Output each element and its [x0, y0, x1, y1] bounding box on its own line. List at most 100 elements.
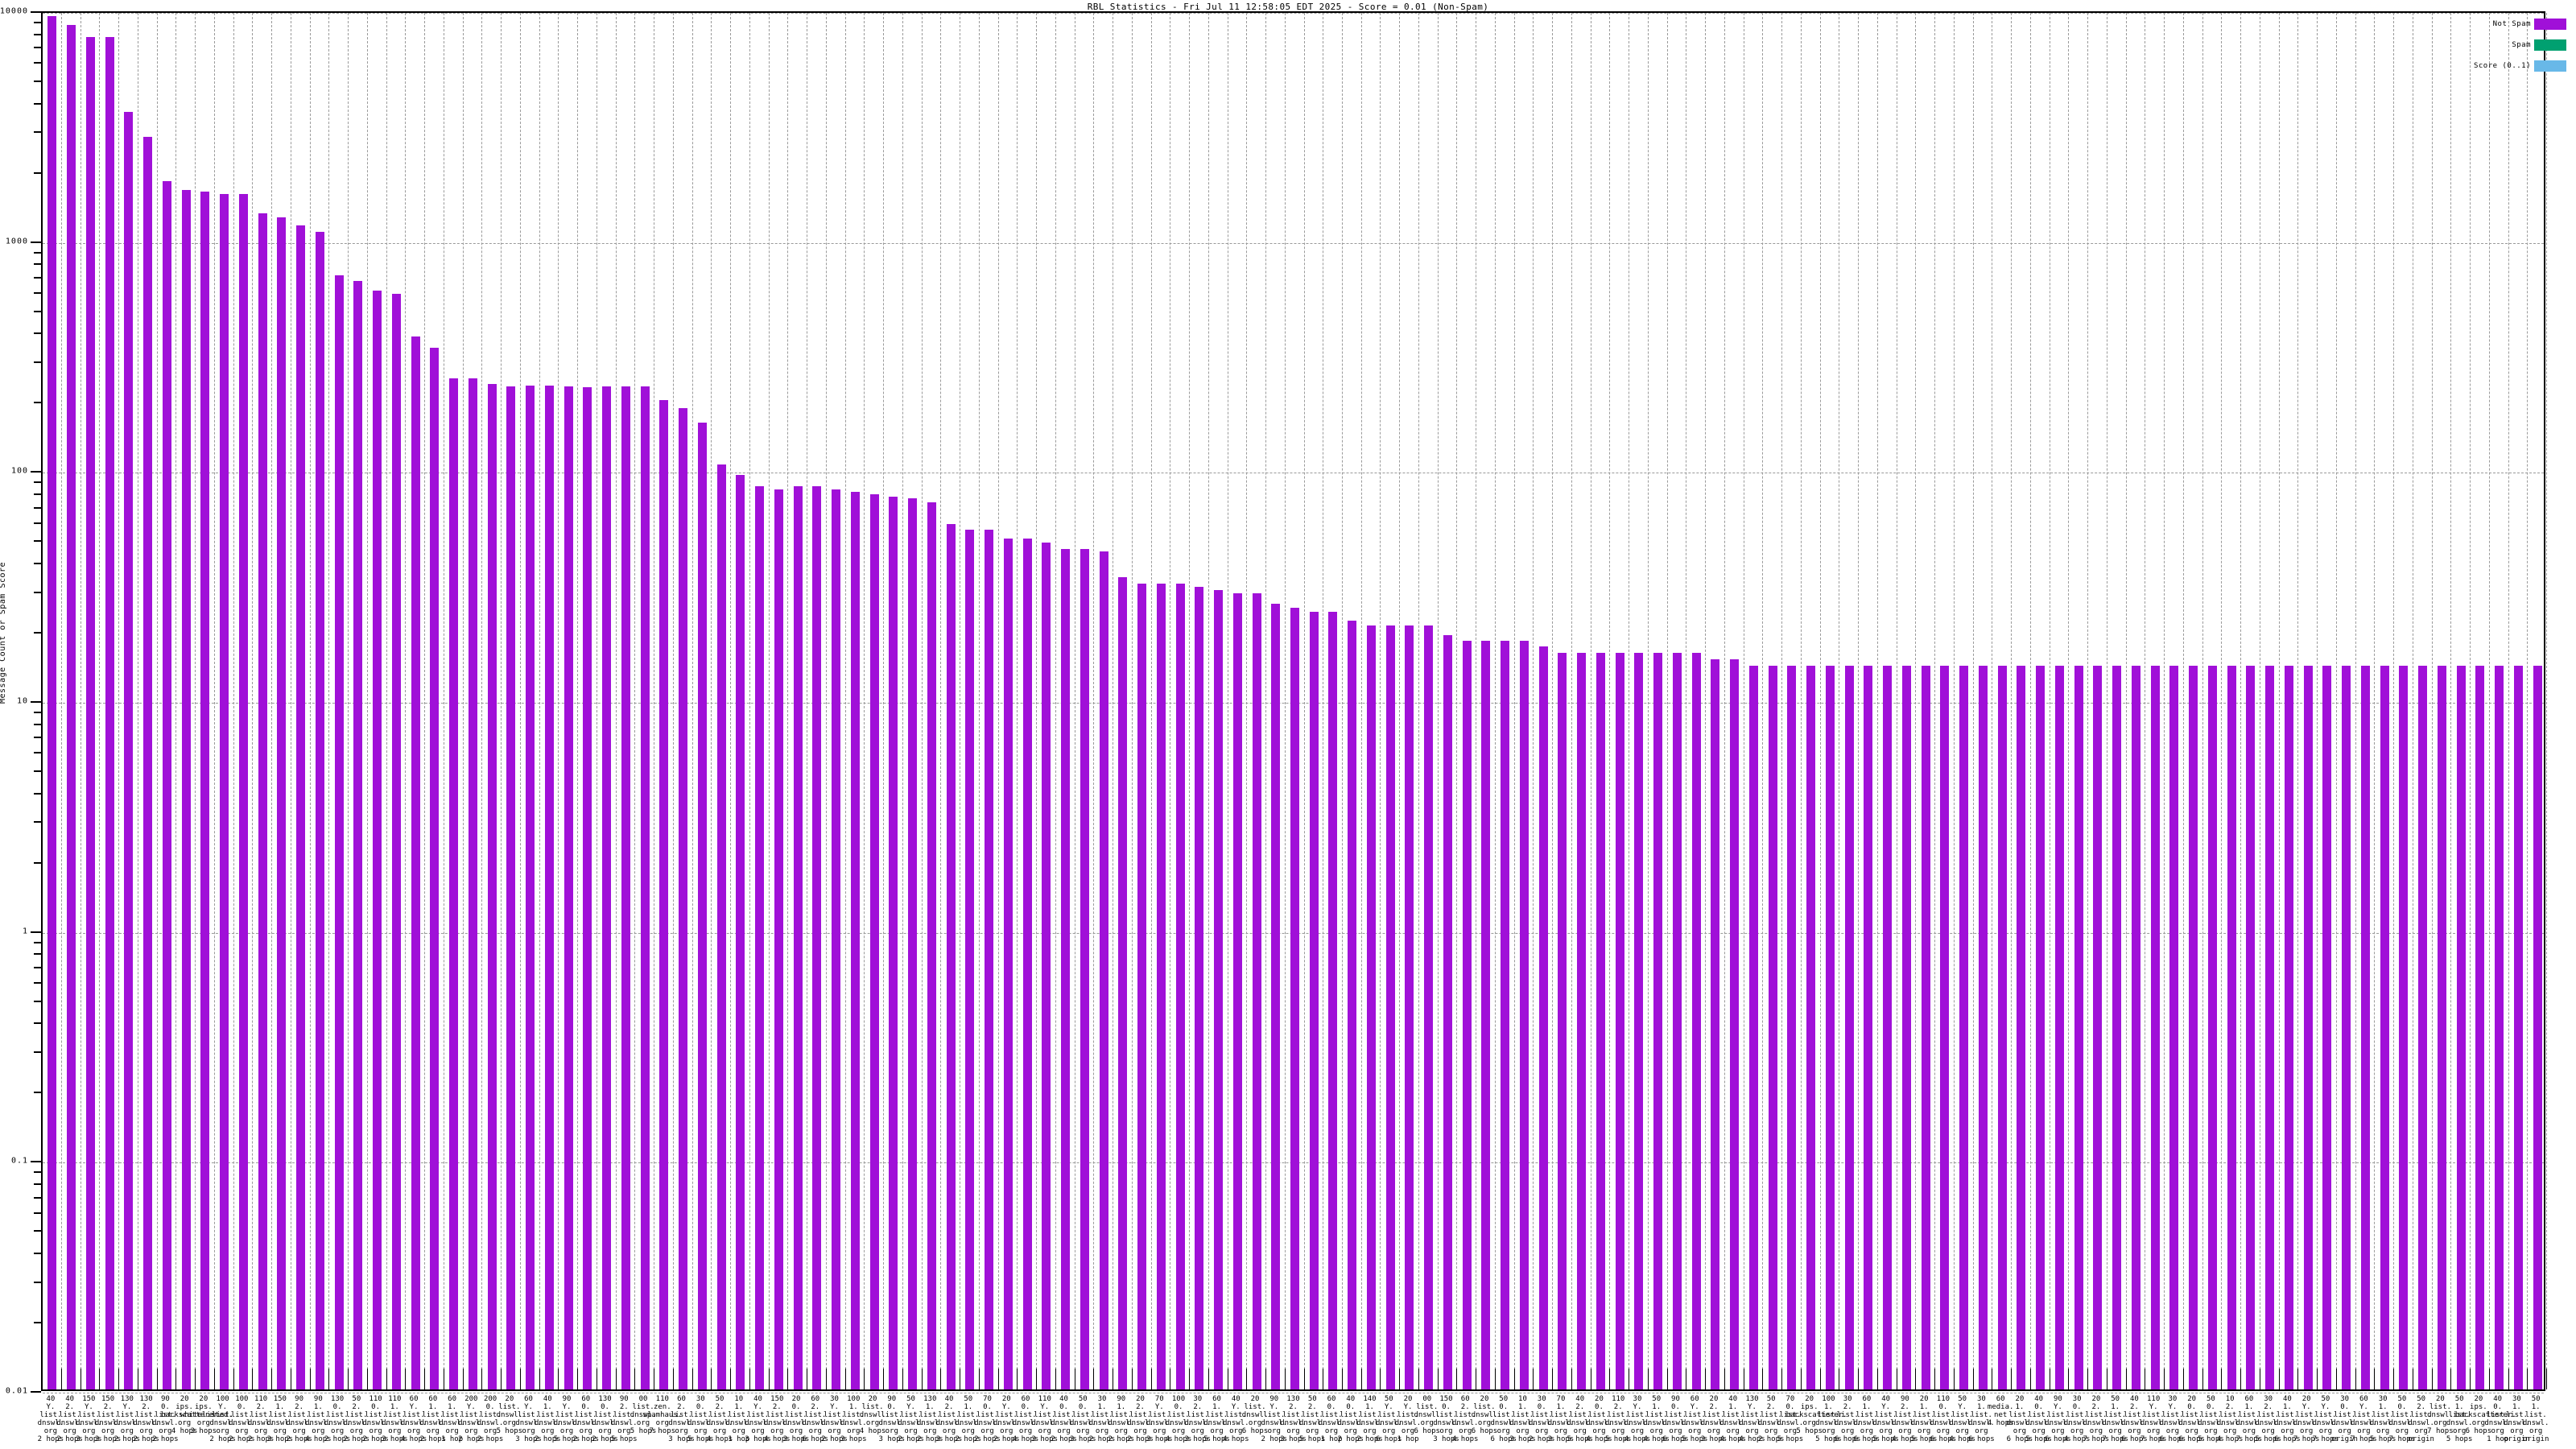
chart-legend: Not Spam Spam Score (0..1) [2405, 16, 2566, 79]
x-tick-label: 90 2. list. dnswl. org 5 hops [611, 1395, 638, 1443]
x-tick [424, 1368, 426, 1389]
x-axis-labels: 40 Y. list. dnswl. org 2 hops 40 2. list. dnswl. o… [38, 1395, 2549, 1447]
vertical-gridline [2488, 13, 2490, 1389]
bar [1366, 625, 1376, 1389]
x-tick [997, 1368, 999, 1389]
y-tick-minor [34, 481, 41, 484]
y-tick-minor [34, 712, 41, 714]
y-tick-minor [34, 292, 41, 295]
x-tick [1380, 1368, 1381, 1389]
y-tick-major [31, 701, 41, 703]
x-tick-label: 60 Y. list. dnswl. org 3 hops [515, 1395, 542, 1443]
y-tick-minor [34, 540, 41, 543]
x-tick-label: 70 1. list. dnswl. org 3 hops [1547, 1395, 1575, 1443]
bar [2169, 666, 2179, 1389]
x-tick [2470, 1368, 2471, 1389]
y-tick-minor [34, 493, 41, 496]
x-tick [864, 1368, 865, 1389]
bar [1940, 666, 1950, 1389]
x-tick-label: 90 1. list. dnswl. org 4 hops [305, 1395, 332, 1443]
x-tick [2317, 1368, 2318, 1389]
x-tick [691, 1368, 693, 1389]
y-tick-label: 10 [16, 696, 28, 706]
y-tick-minor [34, 47, 41, 49]
x-tick-label: 110 Y. list. dnswl. org 7 hops [2140, 1395, 2167, 1443]
x-tick-label: 40 2. list. dnswl. org 6 hops [2121, 1395, 2148, 1443]
x-tick-label: 60 Y. list. dnswl. org 7 hops [2351, 1395, 2377, 1443]
x-tick [1876, 1368, 1878, 1389]
vertical-gridline [1380, 13, 1381, 1389]
y-tick-major [31, 931, 41, 933]
y-tick-minor [34, 1281, 41, 1283]
x-tick [2182, 1368, 2184, 1389]
vertical-gridline [691, 13, 693, 1389]
x-tick-label: 50 1. list. dnswl. org 5 hops [2446, 1395, 2473, 1443]
bar [2246, 666, 2256, 1389]
y-tick-label: 0.01 [5, 1386, 28, 1396]
bar [869, 494, 879, 1389]
bar [1424, 625, 1434, 1389]
vertical-gridline [2029, 13, 2031, 1389]
x-tick [1036, 1368, 1038, 1389]
x-tick [1055, 1368, 1056, 1389]
x-tick [2278, 1368, 2280, 1389]
x-tick-label: 40 1. list. dnswl. org 4 hops [1719, 1395, 1746, 1443]
horizontal-gridline [43, 13, 2544, 14]
x-tick [366, 1368, 368, 1389]
bar [1061, 549, 1071, 1389]
vertical-gridline [2450, 13, 2452, 1389]
y-tick-minor [34, 1000, 41, 1002]
x-tick [252, 1368, 254, 1389]
x-tick-label: 20 2. list. dnswl. org 3 hops [1700, 1395, 1728, 1443]
x-tick-label: 20 list. dnswl. org 6 hops [1241, 1395, 1269, 1435]
vertical-gridline [1265, 13, 1266, 1389]
vertical-gridline [462, 13, 464, 1389]
x-tick-label: 20 Y. list. dnswl. org 7 hops [2293, 1395, 2320, 1443]
vertical-gridline [386, 13, 387, 1389]
bar [430, 347, 440, 1389]
bar [162, 180, 171, 1389]
y-tick-label: 10000 [0, 6, 28, 16]
vertical-gridline [978, 13, 980, 1389]
x-tick [1150, 1368, 1152, 1389]
bar [621, 386, 630, 1389]
bar [583, 387, 592, 1389]
x-tick-label: 50 0. list. dnswl. org 3 hops [1070, 1395, 1096, 1443]
vertical-gridline [883, 13, 885, 1389]
x-tick [2355, 1368, 2356, 1389]
x-tick-label: 50 Y. list. dnswl. org 7 hops [2312, 1395, 2339, 1443]
bar [1519, 641, 1529, 1389]
x-tick-label: 30 1. list. dnswl. org 2 hops [1088, 1395, 1116, 1443]
x-tick-label: 20 list. dnswl. org 6 hops [1471, 1395, 1498, 1435]
x-tick-label: 50 Y. list. dnswl. org 2 hops [898, 1395, 924, 1443]
x-tick-label: 20 2. list. dnswl. org 7 hops [2083, 1395, 2110, 1443]
x-tick-label: 200 0. list. dnswl. org 2 hops [477, 1395, 504, 1443]
vertical-gridline [1437, 13, 1439, 1389]
x-tick-label: 100 1. list. dnswl. org 3 hops [840, 1395, 867, 1443]
x-tick-label: 30 Y. list. dnswl. org 4 hops [1624, 1395, 1651, 1443]
x-tick-label: 60 Y. list. dnswl. org 5 hops [1681, 1395, 1708, 1443]
x-tick-label: 20 1. list. dnswl. org 5 hops [1910, 1395, 1938, 1443]
x-tick [558, 1368, 559, 1389]
x-tick-label: 60 1. list. dnswl. org 6 hops [1853, 1395, 1880, 1443]
vertical-gridline [309, 13, 311, 1389]
x-tick-label: 30 Y. list. dnswl. org 2 hops [821, 1395, 848, 1443]
x-tick [1762, 1368, 1764, 1389]
x-tick [1781, 1368, 1783, 1389]
x-tick-label: 60 media. net 4 hops [1987, 1395, 2014, 1427]
vertical-gridline [2164, 13, 2165, 1389]
x-tick-label: 40 0. list. dnswl. org 2 hops [1337, 1395, 1364, 1443]
y-tick-minor [34, 251, 41, 254]
bar [2150, 666, 2160, 1389]
x-tick [60, 1368, 62, 1389]
y-tick-minor [34, 941, 41, 943]
vertical-gridline [2431, 13, 2433, 1389]
x-tick-label: 110 Y. list. dnswl. org 3 hops [1031, 1395, 1059, 1443]
horizontal-gridline [43, 242, 2544, 244]
x-tick [1131, 1368, 1133, 1389]
bar [1538, 646, 1548, 1389]
bar [1462, 641, 1472, 1389]
x-tick-label: 00 list. dnswl. org 6 hops [1414, 1395, 1440, 1435]
vertical-gridline [1934, 13, 1936, 1389]
vertical-gridline [1418, 13, 1419, 1389]
